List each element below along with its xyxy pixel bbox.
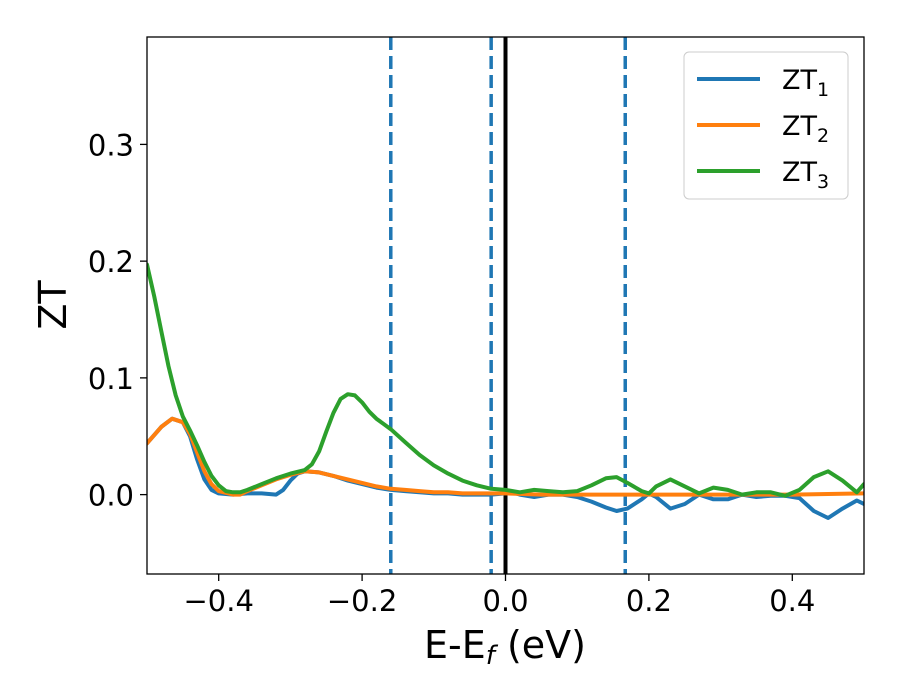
x-tick-label: 0.2 <box>626 584 672 618</box>
legend-label-zt2: ZT2 <box>782 111 829 147</box>
y-tick-label: 0.2 <box>88 245 134 279</box>
x-axis-title-unit: (eV) <box>495 623 586 667</box>
legend-label-zt1: ZT1 <box>782 65 829 101</box>
y-tick-label: 0.0 <box>88 479 134 513</box>
series-lines <box>147 262 864 520</box>
reference-lines <box>389 37 627 574</box>
x-tick-label: 0.0 <box>482 584 528 618</box>
x-tick-label: 0.4 <box>769 584 815 618</box>
x-axis-title-main: E-E <box>424 623 486 667</box>
series-line-zt2 <box>147 416 864 497</box>
x-axis-title: E-Ef (eV) <box>424 623 586 671</box>
y-axis-ticks: 0.0 0.1 0.2 0.3 <box>88 128 147 513</box>
series-line-zt3 <box>147 262 864 498</box>
y-tick-label: 0.1 <box>88 362 134 396</box>
legend-label-zt3: ZT3 <box>782 157 829 193</box>
y-axis-title: ZT <box>31 280 75 330</box>
legend: ZT1 ZT2 ZT3 <box>683 51 849 200</box>
y-tick-label: 0.3 <box>88 128 134 162</box>
x-tick-label: −0.4 <box>183 584 253 618</box>
x-axis-ticks: −0.4 −0.2 0.0 0.2 0.4 <box>183 574 815 618</box>
x-tick-label: −0.2 <box>327 584 397 618</box>
legend-box <box>683 51 849 200</box>
